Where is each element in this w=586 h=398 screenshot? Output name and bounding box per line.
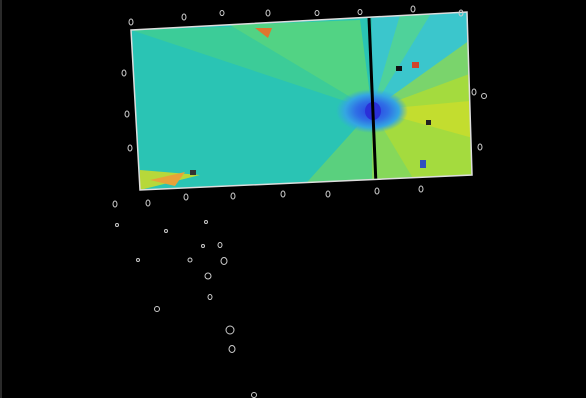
scan-point [481, 93, 487, 99]
room-heatmap [131, 12, 472, 190]
scan-point [207, 294, 213, 300]
heat-region [150, 172, 185, 186]
scan-point [128, 18, 134, 26]
scan-point [181, 13, 187, 21]
obstacle [420, 160, 426, 168]
scan-point [374, 187, 380, 195]
scan-point [325, 190, 331, 198]
scan-point [112, 200, 118, 208]
scan-point [265, 9, 271, 17]
scan-point [220, 257, 228, 265]
heat-region [230, 20, 372, 110]
obstacle [426, 120, 431, 125]
scan-point [124, 110, 130, 118]
scan-point [136, 258, 140, 262]
scan-point [145, 199, 151, 207]
room-outline [130, 11, 473, 191]
scan-point [219, 10, 225, 16]
scan-point [183, 193, 189, 201]
scan-point [115, 223, 119, 227]
scan-point [225, 325, 235, 335]
heat-region [372, 40, 472, 110]
obstacle [396, 66, 402, 71]
scan-point [357, 9, 363, 15]
scan-point [477, 143, 483, 151]
scan-point [471, 88, 477, 96]
scan-point [458, 9, 464, 17]
scan-point [127, 144, 133, 152]
scan-point [121, 69, 127, 77]
obstacle [412, 62, 419, 68]
scan-point [164, 229, 168, 233]
scan-point [228, 345, 236, 353]
scan-point [418, 185, 424, 193]
scan-point [314, 10, 320, 16]
scan-point [201, 244, 205, 248]
scan-point [280, 190, 286, 198]
heat-region [131, 25, 372, 110]
scan-point [230, 192, 236, 200]
scan-point [410, 5, 416, 13]
wall [367, 17, 378, 186]
obstacle [190, 170, 196, 175]
scan-point [154, 306, 160, 312]
scan-point [204, 220, 208, 224]
scan-point [187, 257, 193, 263]
scan-points [112, 5, 487, 398]
heat-region [255, 28, 272, 38]
heat-region [372, 15, 430, 110]
scan-point [204, 272, 212, 280]
scan-point [217, 242, 223, 248]
